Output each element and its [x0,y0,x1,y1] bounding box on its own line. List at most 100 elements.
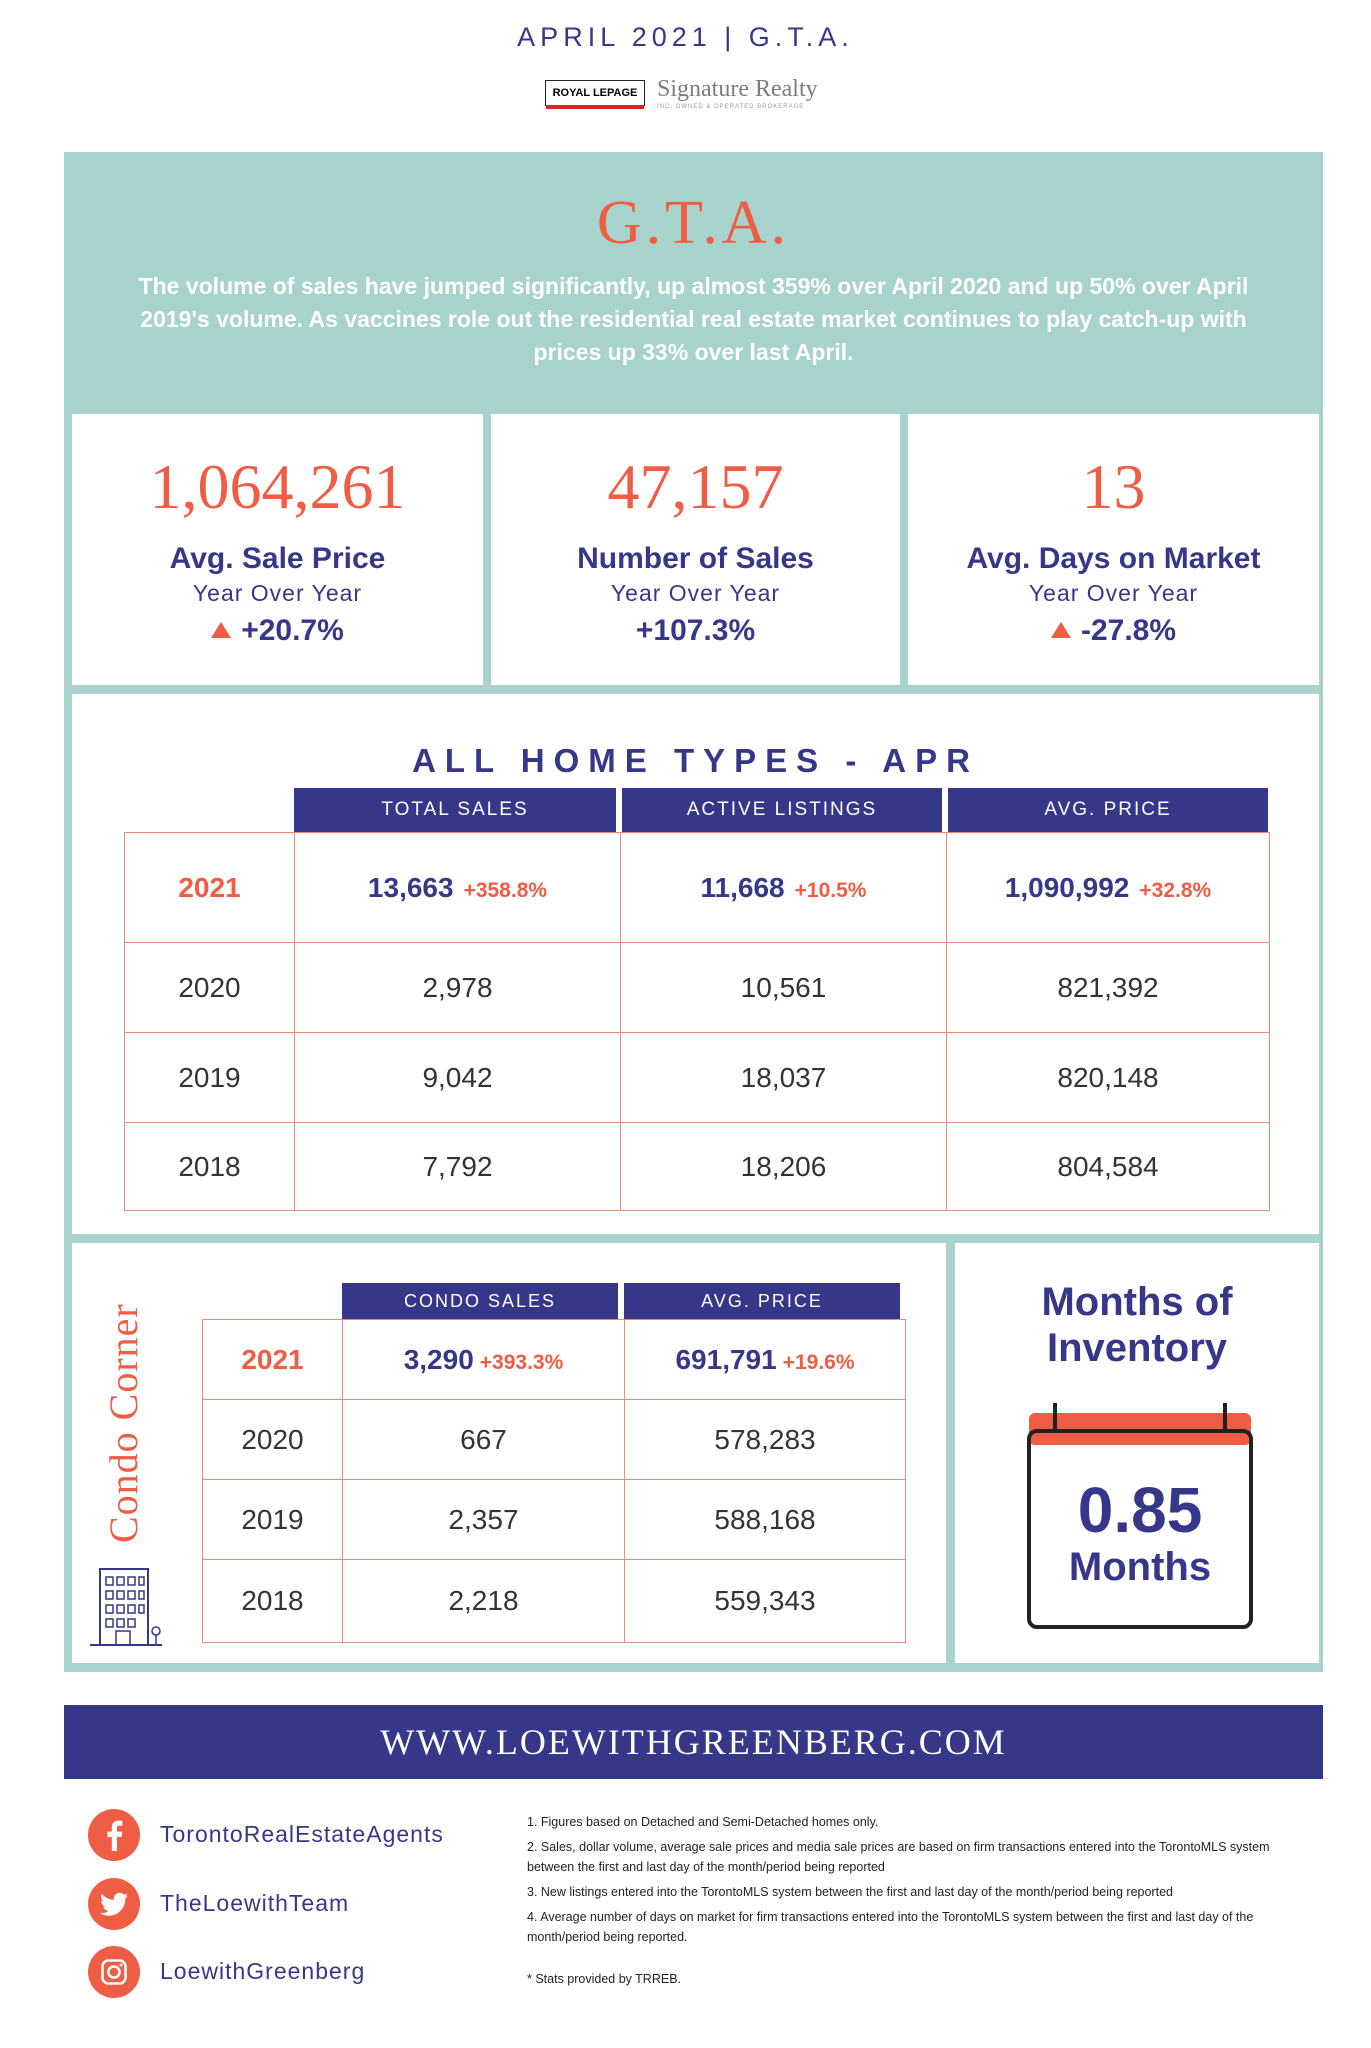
stat-change: -27.8% [908,614,1319,648]
table-cell-active-listings: 11,668 +10.5% [621,833,947,943]
instagram-icon [88,1946,140,1998]
up-triangle-icon [1050,622,1071,638]
year-label: 2021 [241,1344,304,1375]
months-of-inventory-title: Months of Inventory [955,1279,1319,1371]
table-row-year: 2020 [125,943,295,1033]
stat-change: +107.3% [491,614,900,648]
table-cell-condo-avg-price: 588,168 [625,1480,905,1560]
twitter-link[interactable]: TheLoewithTeam [88,1878,508,1930]
value: 1,090,992 [1004,872,1130,903]
report-date-region: APRIL 2021 | G.T.A. [517,22,854,52]
footnote: 1. Figures based on Detached and Semi-De… [527,1815,879,1829]
website-banner [64,1705,1323,1779]
table-cell-avg-price: 820,148 [947,1033,1269,1123]
royal-lepage-logo: ROYAL LEPAGE [545,80,645,109]
calendar-icon [1027,1403,1253,1629]
stat-label: Avg. Days on Market [966,542,1261,575]
brokerage-subtitle: INC. OWNED & OPERATED BROKERAGE [657,104,805,110]
instagram-label: LoewithGreenberg [160,1958,366,1984]
stat-label: Number of Sales [577,542,814,575]
footnote: 3. New listings entered into the Toronto… [527,1885,1173,1899]
market-summary: The volume of sales have jumped signific… [138,273,1249,365]
all-home-types-title: ALL HOME TYPES - APR [412,742,979,779]
instagram-link[interactable]: LoewithGreenberg [88,1946,508,1998]
region-title: G.T.A. [596,189,791,257]
change: +10.5% [794,879,867,902]
table-row-year: 2019 [203,1480,343,1560]
stat-change-value: -27.8% [1080,614,1177,647]
table-cell-condo-avg-price: 691,791 +19.6% [625,1320,905,1400]
twitter-label: TheLoewithTeam [160,1890,350,1916]
stat-card-avg-days-on-market: 13 Avg. Days on Market Year Over Year -2… [908,414,1319,685]
value: 3,290 [403,1344,474,1375]
stat-change-value: +107.3% [635,614,756,647]
condo-corner-title: Condo Corner [101,1303,146,1543]
stat-card-number-of-sales: 47,157 Number of Sales Year Over Year +1… [491,414,900,685]
change: +393.3% [479,1351,564,1374]
footnote: 4. Average number of days on market for … [527,1910,1254,1944]
table-cell-condo-sales: 2,357 [343,1480,625,1560]
table-cell-total-sales: 13,663 +358.8% [295,833,621,943]
col-header-active-listings: ACTIVE LISTINGS [622,788,942,832]
inventory-unit: Months [1068,1545,1212,1589]
col-header-condo-avg-price: AVG. PRICE [624,1283,900,1319]
table-cell-active-listings: 18,037 [621,1033,947,1123]
stats-source-note: * Stats provided by TRREB. [527,1972,682,1986]
stat-label: Avg. Sale Price [169,542,386,575]
inventory-title-text: Months of Inventory [1041,1280,1233,1370]
stat-value: 1,064,261 [149,451,406,522]
stat-sub: Year Over Year [1028,580,1199,606]
table-cell-active-listings: 10,561 [621,943,947,1033]
table-cell-condo-sales: 2,218 [343,1560,625,1642]
col-header-total-sales: TOTAL SALES [294,788,616,832]
table-cell-total-sales: 7,792 [295,1123,621,1210]
table-cell-avg-price: 804,584 [1057,1151,1159,1182]
stat-sub: Year Over Year [610,580,781,606]
all-home-types-table: 2021 13,663 +358.8% 11,668 +10.5% 1,090,99… [124,832,1270,1211]
stat-change-value: +20.7% [241,614,344,647]
months-of-inventory-card: Months of Inventory 0.85 Months [955,1243,1319,1663]
facebook-link[interactable]: TorontoRealEstateAgents [88,1809,508,1861]
website-link[interactable]: WWW.LOEWITHGREENBERG.COM [380,1722,1007,1762]
col-header-condo-sales: CONDO SALES [342,1283,618,1319]
value: 13,663 [367,872,454,903]
table-cell-avg-price: 1,090,992 +32.8% [947,833,1269,943]
table-cell-total-sales: 2,978 [295,943,621,1033]
table-row-year: 2019 [125,1033,295,1123]
stat-sub: Year Over Year [192,580,363,606]
value: 691,791 [675,1344,777,1375]
condo-table: 2021 3,290 +393.3% 691,791 +19.6% 2020 667… [202,1319,906,1643]
footnotes: 1. Figures based on Detached and Semi-De… [527,1812,1317,1952]
change: +358.8% [463,879,548,902]
brokerage-name: Signature Realty [657,76,818,102]
table-row-2021-year: 2021 [125,833,295,943]
facebook-label: TorontoRealEstateAgents [160,1821,444,1847]
inventory-value: 0.85 [1077,1474,1203,1546]
condo-building-icon [90,1568,162,1646]
facebook-icon [88,1809,140,1861]
footnote: 2. Sales, dollar volume, average sale pr… [527,1840,1270,1874]
up-triangle-icon [211,622,232,638]
table-row-2021-year: 2021 [203,1320,343,1400]
table-row-year: 2020 [203,1400,343,1480]
stat-value: 13 [1081,451,1146,522]
value: 11,668 [700,872,785,903]
stat-value: 47,157 [607,451,784,522]
table-cell-condo-sales: 3,290 +393.3% [343,1320,625,1400]
table-cell-condo-avg-price: 578,283 [625,1400,905,1480]
stat-change: +20.7% [72,614,483,648]
year-label: 2021 [178,872,241,903]
twitter-icon [88,1878,140,1930]
stat-card-avg-sale-price: 1,064,261 Avg. Sale Price Year Over Year… [72,414,483,685]
condo-corner-card: Condo Corner CONDO SALES AVG. PRICE 2021… [72,1243,946,1663]
brokerage-logo: ROYAL LEPAGE Signature Realty INC. OWNED… [545,74,845,114]
change: +19.6% [782,1351,855,1374]
all-home-types-card: ALL HOME TYPES - APR TOTAL SALES ACTIVE … [72,694,1319,1234]
table-cell-condo-avg-price: 559,343 [714,1585,816,1616]
table-cell-active-listings: 18,206 [621,1123,947,1210]
table-row-year: 2018 [125,1123,295,1210]
table-cell-avg-price: 821,392 [947,943,1269,1033]
change: +32.8% [1139,879,1212,902]
table-cell-condo-sales: 667 [343,1400,625,1480]
table-row-year: 2018 [203,1560,343,1642]
